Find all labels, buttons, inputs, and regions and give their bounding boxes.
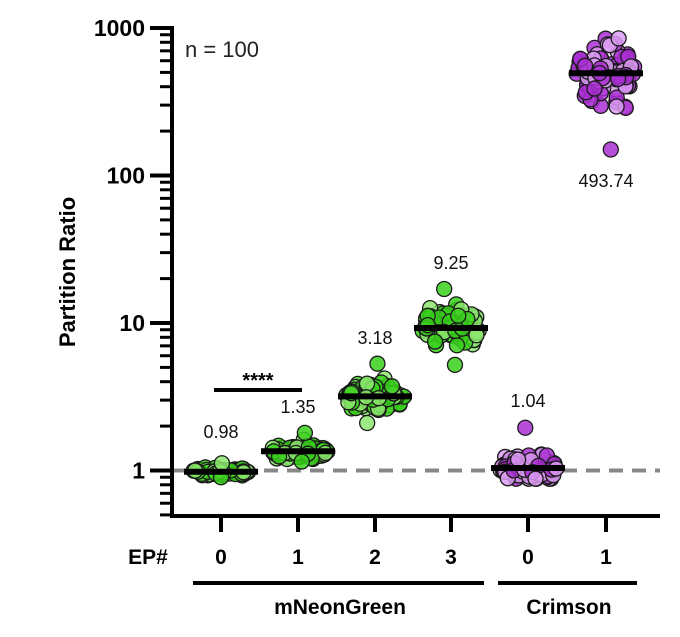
labels-layer: n = 100 Partition Ratio EP# mNeonGreen C… [55, 37, 634, 619]
x-axis-label: EP# [128, 546, 168, 569]
y-tick-label: 10 [119, 310, 145, 336]
median-value-label: 0.98 [203, 422, 238, 442]
data-point [359, 414, 376, 432]
y-tick-label: 1 [132, 458, 145, 484]
group-label-crimson: Crimson [526, 596, 611, 619]
data-point [527, 470, 544, 487]
data-point [369, 355, 386, 372]
y-axis-label: Partition Ratio [55, 197, 80, 347]
significance-stars: **** [242, 370, 273, 392]
data-point [383, 378, 401, 395]
x-tick-label: 1 [600, 546, 612, 569]
data-point [436, 280, 453, 298]
median-value-label: 493.74 [578, 171, 633, 191]
data-point [610, 30, 627, 47]
data-point [446, 356, 464, 374]
median-value-label: 3.18 [357, 328, 392, 348]
data-point [213, 455, 231, 472]
x-tick-label: 2 [369, 546, 381, 569]
data-point [293, 453, 310, 470]
data-point [426, 333, 444, 350]
data-point [517, 419, 534, 436]
data-point [358, 375, 376, 392]
y-tick-label: 1000 [94, 15, 145, 41]
group-label-mneongreen: mNeonGreen [274, 596, 406, 619]
data-point [450, 307, 467, 324]
sample-size-annotation: n = 100 [185, 37, 259, 62]
data-point [586, 80, 603, 97]
data-point [509, 451, 527, 468]
median-value-label: 1.04 [510, 391, 545, 411]
x-tick-label: 3 [445, 546, 457, 569]
x-tick-label: 0 [522, 546, 534, 569]
median-bars-layer [184, 70, 643, 475]
x-tick-label: 1 [292, 546, 304, 569]
median-value-label: 9.25 [433, 253, 468, 273]
data-points-layer [185, 30, 643, 487]
axes-layer: 1 10 100 1000 0 1 2 3 0 1 [94, 15, 660, 585]
data-point [448, 337, 466, 354]
data-point [608, 98, 625, 115]
data-point [296, 424, 314, 441]
x-tick-label: 0 [215, 546, 227, 569]
data-point [602, 141, 619, 158]
y-tick-label: 100 [107, 163, 145, 189]
median-value-label: 1.35 [280, 397, 315, 417]
